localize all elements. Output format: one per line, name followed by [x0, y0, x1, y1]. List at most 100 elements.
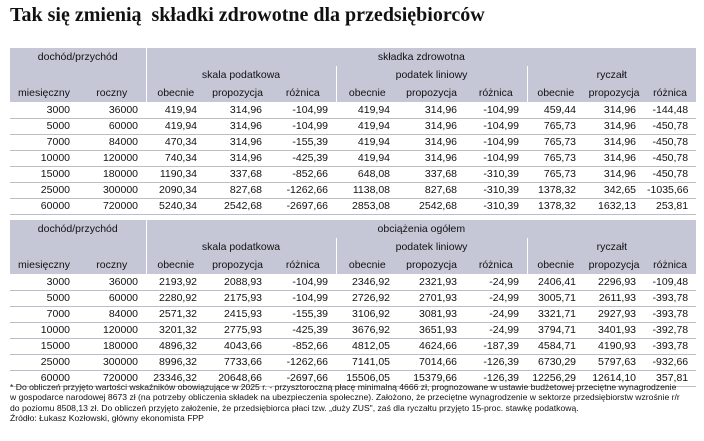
value-cell: 765,73: [527, 150, 585, 167]
value-cell: 15506,05: [336, 370, 399, 387]
value-cell: -450,78: [644, 166, 697, 183]
sub-obecnie: obecnie: [145, 256, 206, 274]
income-cell: 7000: [10, 134, 78, 151]
income-cell: 720000: [78, 198, 147, 215]
value-cell: -425,39: [270, 322, 337, 339]
value-cell: -144,48: [644, 102, 697, 119]
value-cell: 23346,32: [146, 370, 206, 387]
income-cell: 60000: [78, 118, 147, 135]
income-cell: 25000: [10, 354, 78, 371]
value-cell: 2571,32: [146, 306, 206, 323]
value-cell: 1632,13: [584, 198, 645, 215]
sub-roznica: różnica: [270, 256, 337, 274]
value-cell: 3794,71: [527, 322, 585, 339]
table-row: 7000 84000 470,34 314,96 -155,39 419,94 314,96…: [10, 134, 697, 151]
value-cell: 5797,63: [584, 354, 645, 371]
col-monthly: miesięczny: [10, 84, 78, 102]
value-cell: -104,99: [465, 118, 528, 135]
value-cell: 2927,93: [584, 306, 645, 323]
value-cell: -104,99: [270, 102, 337, 119]
value-cell: -187,39: [465, 338, 528, 355]
value-cell: 3401,93: [584, 322, 645, 339]
value-cell: -104,99: [465, 150, 528, 167]
value-cell: 4896,32: [146, 338, 206, 355]
sub-propozycja: propozycja: [205, 256, 271, 274]
value-cell: -392,78: [644, 322, 697, 339]
value-cell: 20648,66: [205, 370, 271, 387]
value-cell: 419,94: [336, 150, 399, 167]
value-cell: 337,68: [205, 166, 271, 183]
value-cell: -155,39: [270, 306, 337, 323]
value-cell: 314,96: [584, 150, 645, 167]
footnote-line: do poziomu 8508,13 zł. Do obliczeń przyj…: [10, 402, 579, 413]
sub-propozycja: propozycja: [584, 84, 645, 102]
value-cell: -450,78: [644, 118, 697, 135]
value-cell: 3201,32: [146, 322, 206, 339]
value-cell: 2775,93: [205, 322, 271, 339]
value-cell: -393,78: [644, 338, 697, 355]
health-contribution-table: dochód/przychód składka zdrowotna skala …: [10, 48, 697, 215]
value-cell: -1262,66: [270, 354, 337, 371]
group-title: składka zdrowotna: [145, 48, 697, 66]
value-cell: 419,94: [146, 118, 206, 135]
value-cell: 765,73: [527, 166, 585, 183]
value-cell: 740,34: [146, 150, 206, 167]
table-row: 60000 720000 23346,32 20648,66 -2697,66 15506…: [10, 370, 697, 387]
income-cell: 120000: [78, 150, 147, 167]
sub-obecnie: obecnie: [526, 84, 585, 102]
value-cell: 15379,66: [398, 370, 466, 387]
value-cell: 2280,92: [146, 290, 206, 307]
value-cell: 419,94: [336, 134, 399, 151]
income-cell: 300000: [78, 182, 147, 199]
value-cell: 1190,34: [146, 166, 206, 183]
group-title: obciążenia ogółem: [145, 220, 697, 238]
sub-obecnie: obecnie: [335, 84, 399, 102]
value-cell: 314,96: [398, 102, 466, 119]
value-cell: 765,73: [527, 134, 585, 151]
value-cell: 419,94: [336, 118, 399, 135]
value-cell: 314,96: [584, 134, 645, 151]
value-cell: -932,66: [644, 354, 697, 371]
table-body: 3000 36000 419,94 314,96 -104,99 419,94 314,96…: [10, 102, 697, 215]
value-cell: 2175,93: [205, 290, 271, 307]
value-cell: -104,99: [465, 102, 528, 119]
value-cell: -2697,66: [270, 198, 337, 215]
income-cell: 36000: [78, 102, 147, 119]
value-cell: 314,96: [205, 150, 271, 167]
value-cell: 3651,93: [398, 322, 466, 339]
value-cell: -1262,66: [270, 182, 337, 199]
value-cell: 2090,34: [146, 182, 206, 199]
value-cell: -310,39: [465, 198, 528, 215]
footnote-line: w gospodarce narodowej 8673 zł (na potrz…: [10, 392, 680, 403]
table-row: 15000 180000 1190,34 337,68 -852,66 648,08 337…: [10, 166, 697, 183]
value-cell: 12614,10: [584, 370, 645, 387]
value-cell: 1378,32: [527, 182, 585, 199]
value-cell: 2296,93: [584, 274, 645, 291]
value-cell: 1138,08: [336, 182, 399, 199]
value-cell: 314,96: [398, 134, 466, 151]
value-cell: 827,68: [205, 182, 271, 199]
value-cell: 2542,68: [205, 198, 271, 215]
value-cell: 7141,05: [336, 354, 399, 371]
source-note: Źródło: Łukasz Kozłowski, główny ekonomi…: [10, 413, 204, 424]
table-row: 25000 300000 8996,32 7733,66 -1262,66 7141,05…: [10, 354, 697, 371]
value-cell: 314,96: [205, 118, 271, 135]
footnote: * Do obliczeń przyjęto wartości wskaźnik…: [10, 382, 700, 424]
income-header: dochód/przychód: [10, 220, 147, 238]
sub-propozycja: propozycja: [398, 256, 466, 274]
value-cell: 2088,93: [205, 274, 271, 291]
sub-propozycja: propozycja: [584, 256, 645, 274]
table-row: 3000 36000 2193,92 2088,93 -104,99 2346,92 232…: [10, 274, 697, 291]
value-cell: 3676,92: [336, 322, 399, 339]
income-cell: 25000: [10, 182, 78, 199]
value-cell: -104,99: [465, 134, 528, 151]
income-cell: 5000: [10, 118, 78, 135]
value-cell: -852,66: [270, 166, 337, 183]
sub-roznica: różnica: [644, 84, 697, 102]
value-cell: 314,96: [584, 166, 645, 183]
value-cell: -450,78: [644, 134, 697, 151]
value-cell: 3005,71: [527, 290, 585, 307]
value-cell: 2321,93: [398, 274, 466, 291]
value-cell: -310,39: [465, 182, 528, 199]
footnote-line: * Do obliczeń przyjęto wartości wskaźnik…: [10, 382, 677, 392]
